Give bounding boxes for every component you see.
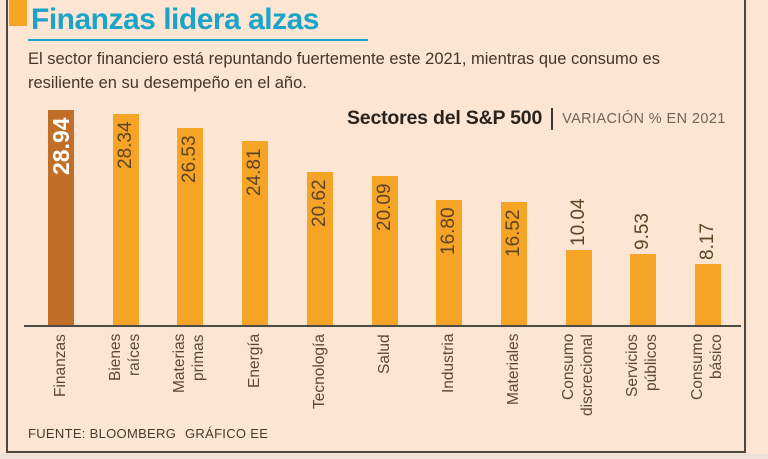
subtitle-line-1: El sector financiero está repuntando fue… <box>28 50 660 68</box>
bar <box>112 114 139 325</box>
bar-value-label: 28.94 <box>48 117 74 175</box>
bar <box>436 200 463 325</box>
x-axis-label: Servicios públicos <box>624 334 661 397</box>
bar <box>501 202 528 325</box>
chart-legend: Sectores del S&P 500 VARIACIÓN % EN 2021 <box>347 107 726 130</box>
chart-title: Sectores del S&P 500 <box>347 107 543 129</box>
bar-value-label: 16.80 <box>438 207 460 255</box>
chart-subtitle: VARIACIÓN % EN 2021 <box>562 110 726 127</box>
bar-value-label: 9.53 <box>632 213 654 250</box>
bar-value-label: 24.81 <box>244 148 266 196</box>
bar-value-label: 8.17 <box>697 223 719 260</box>
bar-value-label: 20.09 <box>373 183 395 231</box>
bar <box>177 128 204 325</box>
bar-value-label: 16.52 <box>503 209 525 257</box>
x-axis-label: Consumo básico <box>689 334 726 401</box>
x-axis-line <box>24 325 741 327</box>
subtitle-line-2: resiliente en su desempeño en el año. <box>28 74 307 92</box>
legend-divider <box>551 107 554 130</box>
subtitle: El sector financiero está repuntando fue… <box>28 47 748 95</box>
bar-value-label: 10.04 <box>567 198 589 246</box>
x-axis-label: Consumo discrecional <box>559 334 596 416</box>
bar <box>371 176 398 325</box>
bar <box>306 172 333 325</box>
bar <box>565 250 592 325</box>
bar-value-label: 20.62 <box>308 179 330 227</box>
graphic-credit: GRÁFICO EE <box>185 426 269 441</box>
accent-square <box>9 0 27 26</box>
bar-value-label: 26.53 <box>179 135 201 183</box>
x-axis-label: Tecnología <box>310 334 328 409</box>
bar <box>695 264 722 325</box>
x-axis-label: Industria <box>440 334 458 394</box>
title-underline <box>28 39 368 41</box>
bar <box>48 110 74 325</box>
source-credit: FUENTE: BLOOMBERG <box>28 426 177 441</box>
x-axis-label: Salud <box>375 334 393 374</box>
bar <box>630 254 657 325</box>
page-title: Finanzas lidera alzas <box>31 3 319 36</box>
x-axis-label: Materiales <box>505 334 523 406</box>
bar <box>242 141 269 325</box>
bottom-strip <box>0 454 768 459</box>
bar-value-label: 28.34 <box>114 121 136 169</box>
